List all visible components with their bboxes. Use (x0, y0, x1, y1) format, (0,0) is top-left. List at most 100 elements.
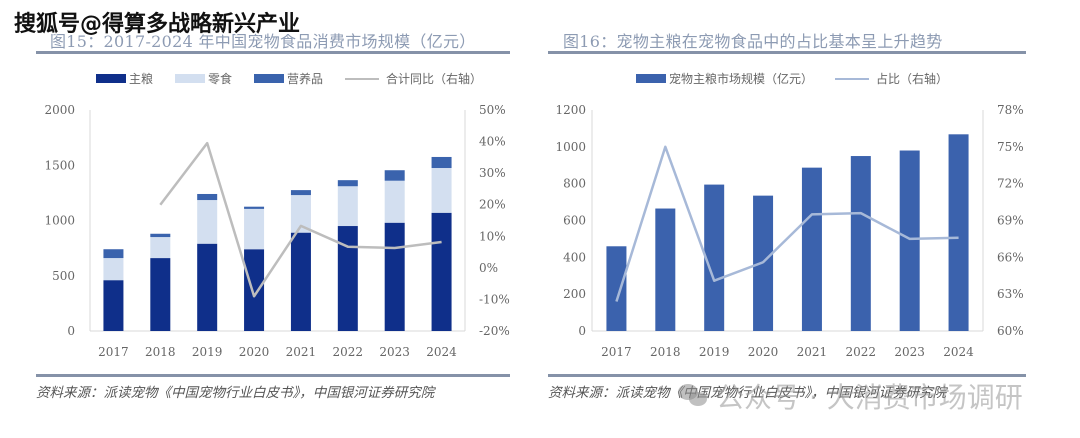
x-tick-label: 2020 (748, 345, 779, 359)
y-left-tick-label: 1000 (555, 140, 586, 154)
x-tick-label: 2020 (239, 345, 270, 359)
bar-snacks (337, 186, 358, 227)
y-left-tick-label: 0 (578, 324, 586, 338)
wechat-watermark-text: 公众号 · 大消费市场调研 (716, 381, 1023, 414)
y-right-tick-label: 75% (997, 140, 1024, 154)
bar-supplements (103, 249, 124, 259)
figure-16-legend: 宠物主粮市场规模（亿元） 占比（右轴） (636, 70, 948, 87)
bar-main-grain-size (704, 184, 725, 331)
title-rule (36, 51, 510, 54)
legend-item-share: 占比（右轴） (835, 70, 948, 87)
bar-supplements (384, 170, 405, 181)
legend-label: 主粮 (129, 72, 154, 86)
legend-item-supplements: 营养品 (254, 70, 323, 87)
sohu-watermark: 搜狐号@得算多战略新兴产业 (14, 12, 301, 37)
bar-supplements (337, 180, 358, 187)
y-left-tick-label: 0 (67, 324, 75, 338)
bar-snacks (244, 208, 265, 250)
y-right-tick-label: -10% (479, 292, 510, 306)
legend-item-main-grain-size: 宠物主粮市场规模（亿元） (636, 70, 813, 87)
y-left-tick-label: 600 (563, 214, 586, 228)
figure-16-panel: 图16：宠物主粮在宠物食品中的占比基本呈上升趋势 宠物主粮市场规模（亿元） 占比… (540, 0, 1080, 438)
bar-main-grain (290, 232, 311, 331)
bar-snacks (431, 168, 452, 213)
y-left-tick-label: 1500 (44, 158, 75, 172)
bar-main-grain (103, 280, 124, 331)
x-tick-label: 2019 (699, 345, 730, 359)
x-tick-label: 2021 (797, 345, 828, 359)
y-left-tick-label: 2000 (44, 103, 75, 117)
figure-16-source: 资料来源：派读宠物《中国宠物行业白皮书》，中国银河证券研究院 (548, 385, 947, 401)
x-tick-label: 2018 (145, 345, 176, 359)
bar-supplements (431, 156, 452, 169)
x-tick-label: 2022 (846, 345, 877, 359)
y-right-tick-label: 69% (997, 214, 1024, 228)
bar-main-grain (244, 249, 265, 331)
y-right-tick-label: 30% (479, 166, 506, 180)
bar-main-grain-size (899, 150, 920, 331)
figure-15-title: 图15：2017-2024 年中国宠物食品消费市场规模（亿元） (50, 32, 476, 51)
bar-main-grain (431, 212, 452, 331)
legend-swatch-main-grain (96, 74, 126, 83)
x-tick-label: 2017 (98, 345, 129, 359)
bar-main-grain (384, 222, 405, 331)
wechat-icon (678, 384, 708, 408)
x-tick-label: 2018 (650, 345, 681, 359)
bar-main-grain-size (948, 134, 969, 331)
y-right-tick-label: 60% (997, 324, 1024, 338)
source-rule (548, 374, 1026, 377)
legend-item-main-grain: 主粮 (96, 70, 153, 87)
legend-swatch-snacks (175, 74, 206, 83)
legend-label: 合计同比（右轴） (386, 72, 483, 86)
legend-swatch-main-grain-size (636, 74, 666, 83)
y-right-tick-label: 50% (479, 103, 506, 117)
legend-label: 营养品 (287, 72, 324, 86)
x-tick-label: 2017 (601, 345, 632, 359)
x-tick-label: 2021 (286, 345, 317, 359)
bar-supplements (197, 193, 218, 201)
y-right-tick-label: 40% (479, 135, 506, 149)
x-tick-label: 2022 (333, 345, 364, 359)
legend-label: 零食 (208, 72, 233, 86)
bar-snacks (150, 237, 171, 259)
x-tick-label: 2024 (426, 345, 457, 359)
bar-snacks (103, 258, 124, 281)
bar-supplements (150, 233, 171, 238)
bar-snacks (290, 195, 311, 233)
y-right-tick-label: -20% (479, 324, 510, 338)
bar-main-grain (197, 243, 218, 331)
legend-label: 占比（右轴） (876, 72, 949, 86)
bar-main-grain (150, 258, 171, 331)
figure-15-chart: 0 500 1000 1500 2000 -20% -10% 0% 10% 20% 30% 40% 50… (44, 103, 510, 359)
figure-15-source: 资料来源：派读宠物《中国宠物行业白皮书》，中国银河证券研究院 (36, 385, 435, 401)
source-rule (36, 374, 510, 377)
y-right-tick-label: 0% (479, 261, 498, 275)
y-right-tick-label: 72% (997, 177, 1024, 191)
y-left-tick-label: 1200 (555, 103, 586, 117)
x-tick-label: 2019 (192, 345, 223, 359)
legend-swatch-supplements (254, 74, 285, 83)
y-left-tick-label: 500 (52, 269, 75, 283)
bar-snacks (384, 180, 405, 223)
legend-swatch-share-line (835, 77, 870, 80)
bar-main-grain-size (655, 208, 676, 331)
legend-swatch-yoy-line (345, 77, 380, 80)
figure-15-panel: 图15：2017-2024 年中国宠物食品消费市场规模（亿元） 主粮 零食 营养… (36, 32, 510, 401)
title-rule (548, 51, 1026, 54)
bar-main-grain-size (850, 156, 871, 331)
y-right-tick-label: 66% (997, 250, 1024, 264)
bar-main-grain (337, 226, 358, 331)
share-line (615, 145, 959, 302)
figure-16-chart: 0 200 400 600 800 1000 1200 60% 63% 66% 69% 72% 75% 7… (555, 103, 1024, 359)
x-tick-label: 2024 (943, 345, 974, 359)
bar-supplements (244, 206, 265, 209)
y-left-tick-label: 400 (563, 250, 586, 264)
bar-supplements (290, 190, 311, 196)
bar-main-grain-size (801, 167, 822, 331)
figure-15-legend: 主粮 零食 营养品 合计同比（右轴） (96, 70, 482, 87)
x-tick-label: 2023 (379, 345, 410, 359)
x-tick-label: 2023 (894, 345, 925, 359)
bar-snacks (197, 200, 218, 244)
legend-label: 宠物主粮市场规模（亿元） (669, 72, 814, 86)
y-right-tick-label: 63% (997, 287, 1024, 301)
